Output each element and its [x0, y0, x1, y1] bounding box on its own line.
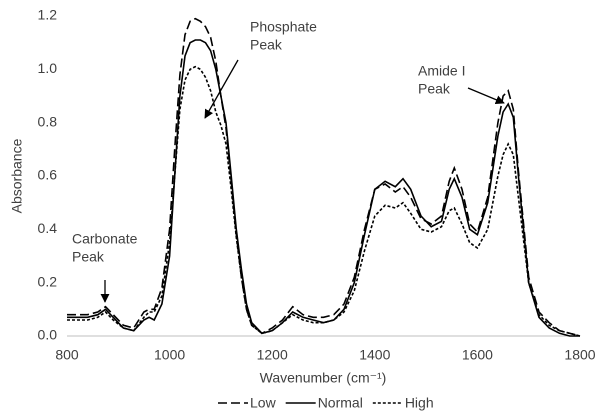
x-tick-label: 1600: [462, 347, 493, 363]
annotation: Phosphate: [250, 19, 317, 35]
y-tick-label: 1.2: [38, 7, 58, 23]
annotation-arrow: [467, 87, 505, 105]
y-tick-label: 0.8: [38, 113, 58, 129]
annotation: Amide I: [418, 63, 465, 79]
legend-label: High: [405, 395, 434, 411]
legend-label: Normal: [318, 395, 363, 411]
x-tick-label: 800: [55, 347, 79, 363]
x-tick-label: 1800: [564, 347, 595, 363]
annotation-arrow: [204, 59, 239, 119]
y-tick-label: 0.4: [38, 220, 58, 236]
annotation: Peak: [72, 249, 105, 265]
annotation: Peak: [250, 37, 283, 53]
legend-label: Low: [250, 395, 277, 411]
annotation: Carbonate: [72, 231, 138, 247]
x-tick-label: 1000: [154, 347, 185, 363]
y-tick-label: 0.6: [38, 167, 58, 183]
series-line: [67, 17, 581, 337]
annotation: Peak: [418, 81, 451, 97]
series-line: [67, 65, 581, 337]
x-tick-label: 1200: [257, 347, 288, 363]
y-tick-label: 0.2: [38, 273, 58, 289]
y-tick-label: 0.0: [38, 327, 58, 343]
x-axis-label: Wavenumber (cm⁻¹): [260, 370, 387, 386]
x-tick-label: 1400: [359, 347, 390, 363]
series-line: [67, 39, 580, 337]
y-axis-label: Absorbance: [9, 138, 25, 213]
y-tick-label: 1.0: [38, 60, 58, 76]
